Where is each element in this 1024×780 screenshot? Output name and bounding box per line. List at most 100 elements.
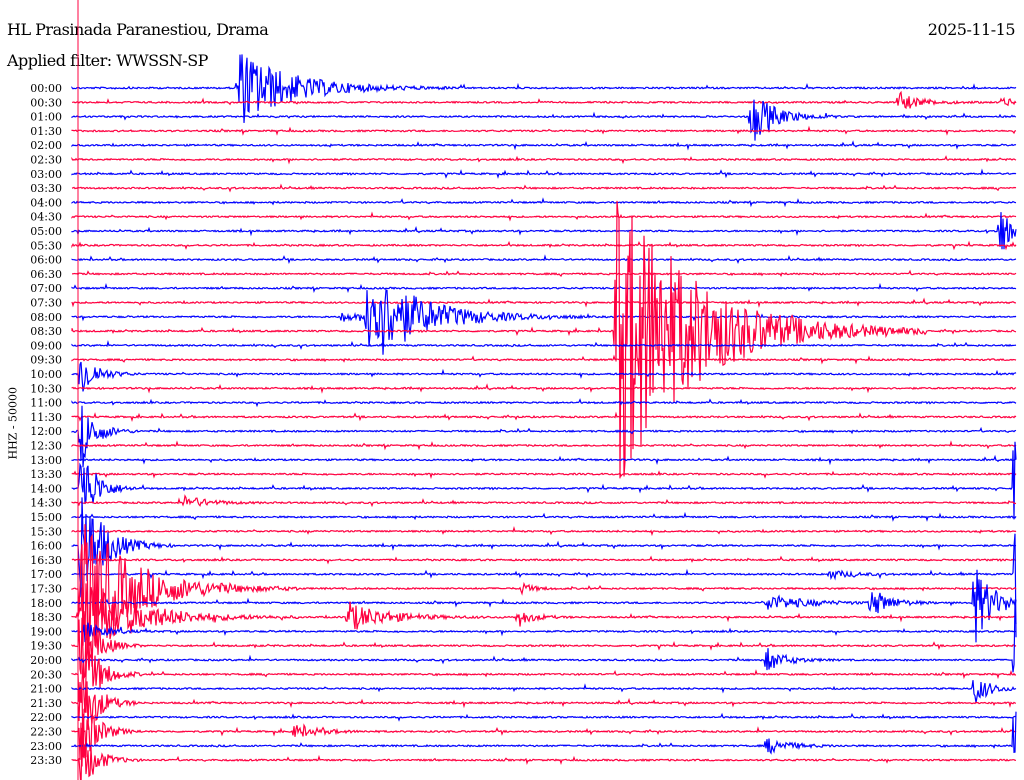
tick-label: 04:00 xyxy=(30,196,62,209)
trace-line xyxy=(71,511,1017,522)
trace-line xyxy=(71,441,1017,520)
trace-line xyxy=(71,681,1017,758)
tick-label: 13:30 xyxy=(30,468,62,481)
trace-line xyxy=(71,297,1017,308)
trace-line xyxy=(71,282,1017,294)
tick-label: 20:30 xyxy=(30,668,62,681)
tick-label: 03:30 xyxy=(30,182,62,195)
tick-label: 12:30 xyxy=(30,440,62,453)
trace-line xyxy=(71,54,1017,123)
tick-label: 14:00 xyxy=(30,482,62,495)
trace-line xyxy=(71,361,1017,392)
trace-line xyxy=(71,524,1017,646)
tick-label: 08:30 xyxy=(30,325,62,338)
tick-label: 01:00 xyxy=(30,111,62,124)
tick-label: 16:30 xyxy=(30,554,62,567)
tick-label: 12:00 xyxy=(30,425,62,438)
tick-label: 15:00 xyxy=(30,511,62,524)
tick-label: 02:30 xyxy=(30,154,62,167)
trace-line xyxy=(71,383,1017,394)
tick-label: 23:30 xyxy=(30,754,62,767)
tick-label: 19:30 xyxy=(30,640,62,653)
tick-label: 21:30 xyxy=(30,697,62,710)
tick-label: 00:30 xyxy=(30,96,62,109)
tick-label: 11:00 xyxy=(30,397,62,410)
trace-line xyxy=(71,168,1017,179)
tick-label: 20:00 xyxy=(30,654,62,667)
tick-label: 18:30 xyxy=(30,611,62,624)
trace-line xyxy=(71,90,1017,110)
tick-label: 10:00 xyxy=(30,368,62,381)
tick-label: 13:00 xyxy=(30,454,62,467)
tick-label: 17:00 xyxy=(30,568,62,581)
trace-line xyxy=(71,713,1017,767)
trace-line xyxy=(71,497,1017,598)
tick-label: 08:00 xyxy=(30,311,62,324)
trace-line xyxy=(71,711,1017,755)
trace-line xyxy=(71,405,1017,468)
trace-line xyxy=(71,622,1017,643)
trace-line xyxy=(71,240,1017,251)
trace-line xyxy=(71,99,1017,141)
tick-label: 02:00 xyxy=(30,139,62,152)
trace-line xyxy=(71,212,1017,250)
tick-label: 03:00 xyxy=(30,168,62,181)
trace-line xyxy=(71,269,1017,277)
trace-line xyxy=(71,254,1017,265)
trace-line xyxy=(71,454,1017,466)
station-title: HL Prasinada Paranestiou, Drama xyxy=(7,20,269,39)
trace-line xyxy=(71,289,1017,355)
trace-line xyxy=(71,533,1017,638)
trace-line xyxy=(71,440,1017,451)
trace-line xyxy=(71,211,1017,222)
traces xyxy=(71,54,1017,780)
tick-label: 22:30 xyxy=(30,726,62,739)
trace-line xyxy=(71,155,1017,165)
trace-line xyxy=(71,526,1017,537)
date-label: 2025-11-15 xyxy=(927,20,1016,39)
tick-label: 15:30 xyxy=(30,525,62,538)
tick-label: 18:00 xyxy=(30,597,62,610)
trace-line xyxy=(71,197,1017,208)
tick-label: 11:30 xyxy=(30,411,62,424)
trace-line xyxy=(71,339,1017,350)
tick-label: 09:30 xyxy=(30,354,62,367)
tick-label: 05:30 xyxy=(30,239,62,252)
tick-label: 10:30 xyxy=(30,382,62,395)
trace-line xyxy=(71,555,1017,565)
trace-line xyxy=(71,639,1017,713)
tick-label: 16:00 xyxy=(30,540,62,553)
tick-label: 00:00 xyxy=(30,82,62,95)
tick-label: 21:00 xyxy=(30,683,62,696)
tick-label: 07:00 xyxy=(30,282,62,295)
tick-label: 19:00 xyxy=(30,625,62,638)
trace-line xyxy=(71,727,1016,780)
trace-line xyxy=(71,398,1017,408)
trace-line xyxy=(71,140,1017,151)
trace-line xyxy=(71,411,1017,422)
trace-line xyxy=(71,680,1017,703)
trace-line xyxy=(71,494,1017,508)
trace-line xyxy=(71,183,1017,193)
tick-label: 05:00 xyxy=(30,225,62,238)
tick-label: 22:00 xyxy=(30,711,62,724)
tick-label: 04:30 xyxy=(30,211,62,224)
trace-line xyxy=(71,712,1017,722)
trace-line xyxy=(71,125,1017,136)
filter-label: Applied filter: WWSSN-SP xyxy=(7,51,208,70)
tick-label: 06:30 xyxy=(30,268,62,281)
tick-label: 09:00 xyxy=(30,339,62,352)
tick-label: 06:00 xyxy=(30,254,62,267)
trace-line xyxy=(71,354,1017,365)
trace-line xyxy=(71,583,1017,654)
trace-line xyxy=(71,617,1017,680)
trace-line xyxy=(71,569,1017,643)
tick-label: 17:30 xyxy=(30,583,62,596)
trace-line xyxy=(71,200,1017,479)
tick-label: 01:30 xyxy=(30,125,62,138)
trace-line xyxy=(71,602,1017,673)
tick-label: 23:00 xyxy=(30,740,62,753)
trace-line xyxy=(71,470,1017,480)
